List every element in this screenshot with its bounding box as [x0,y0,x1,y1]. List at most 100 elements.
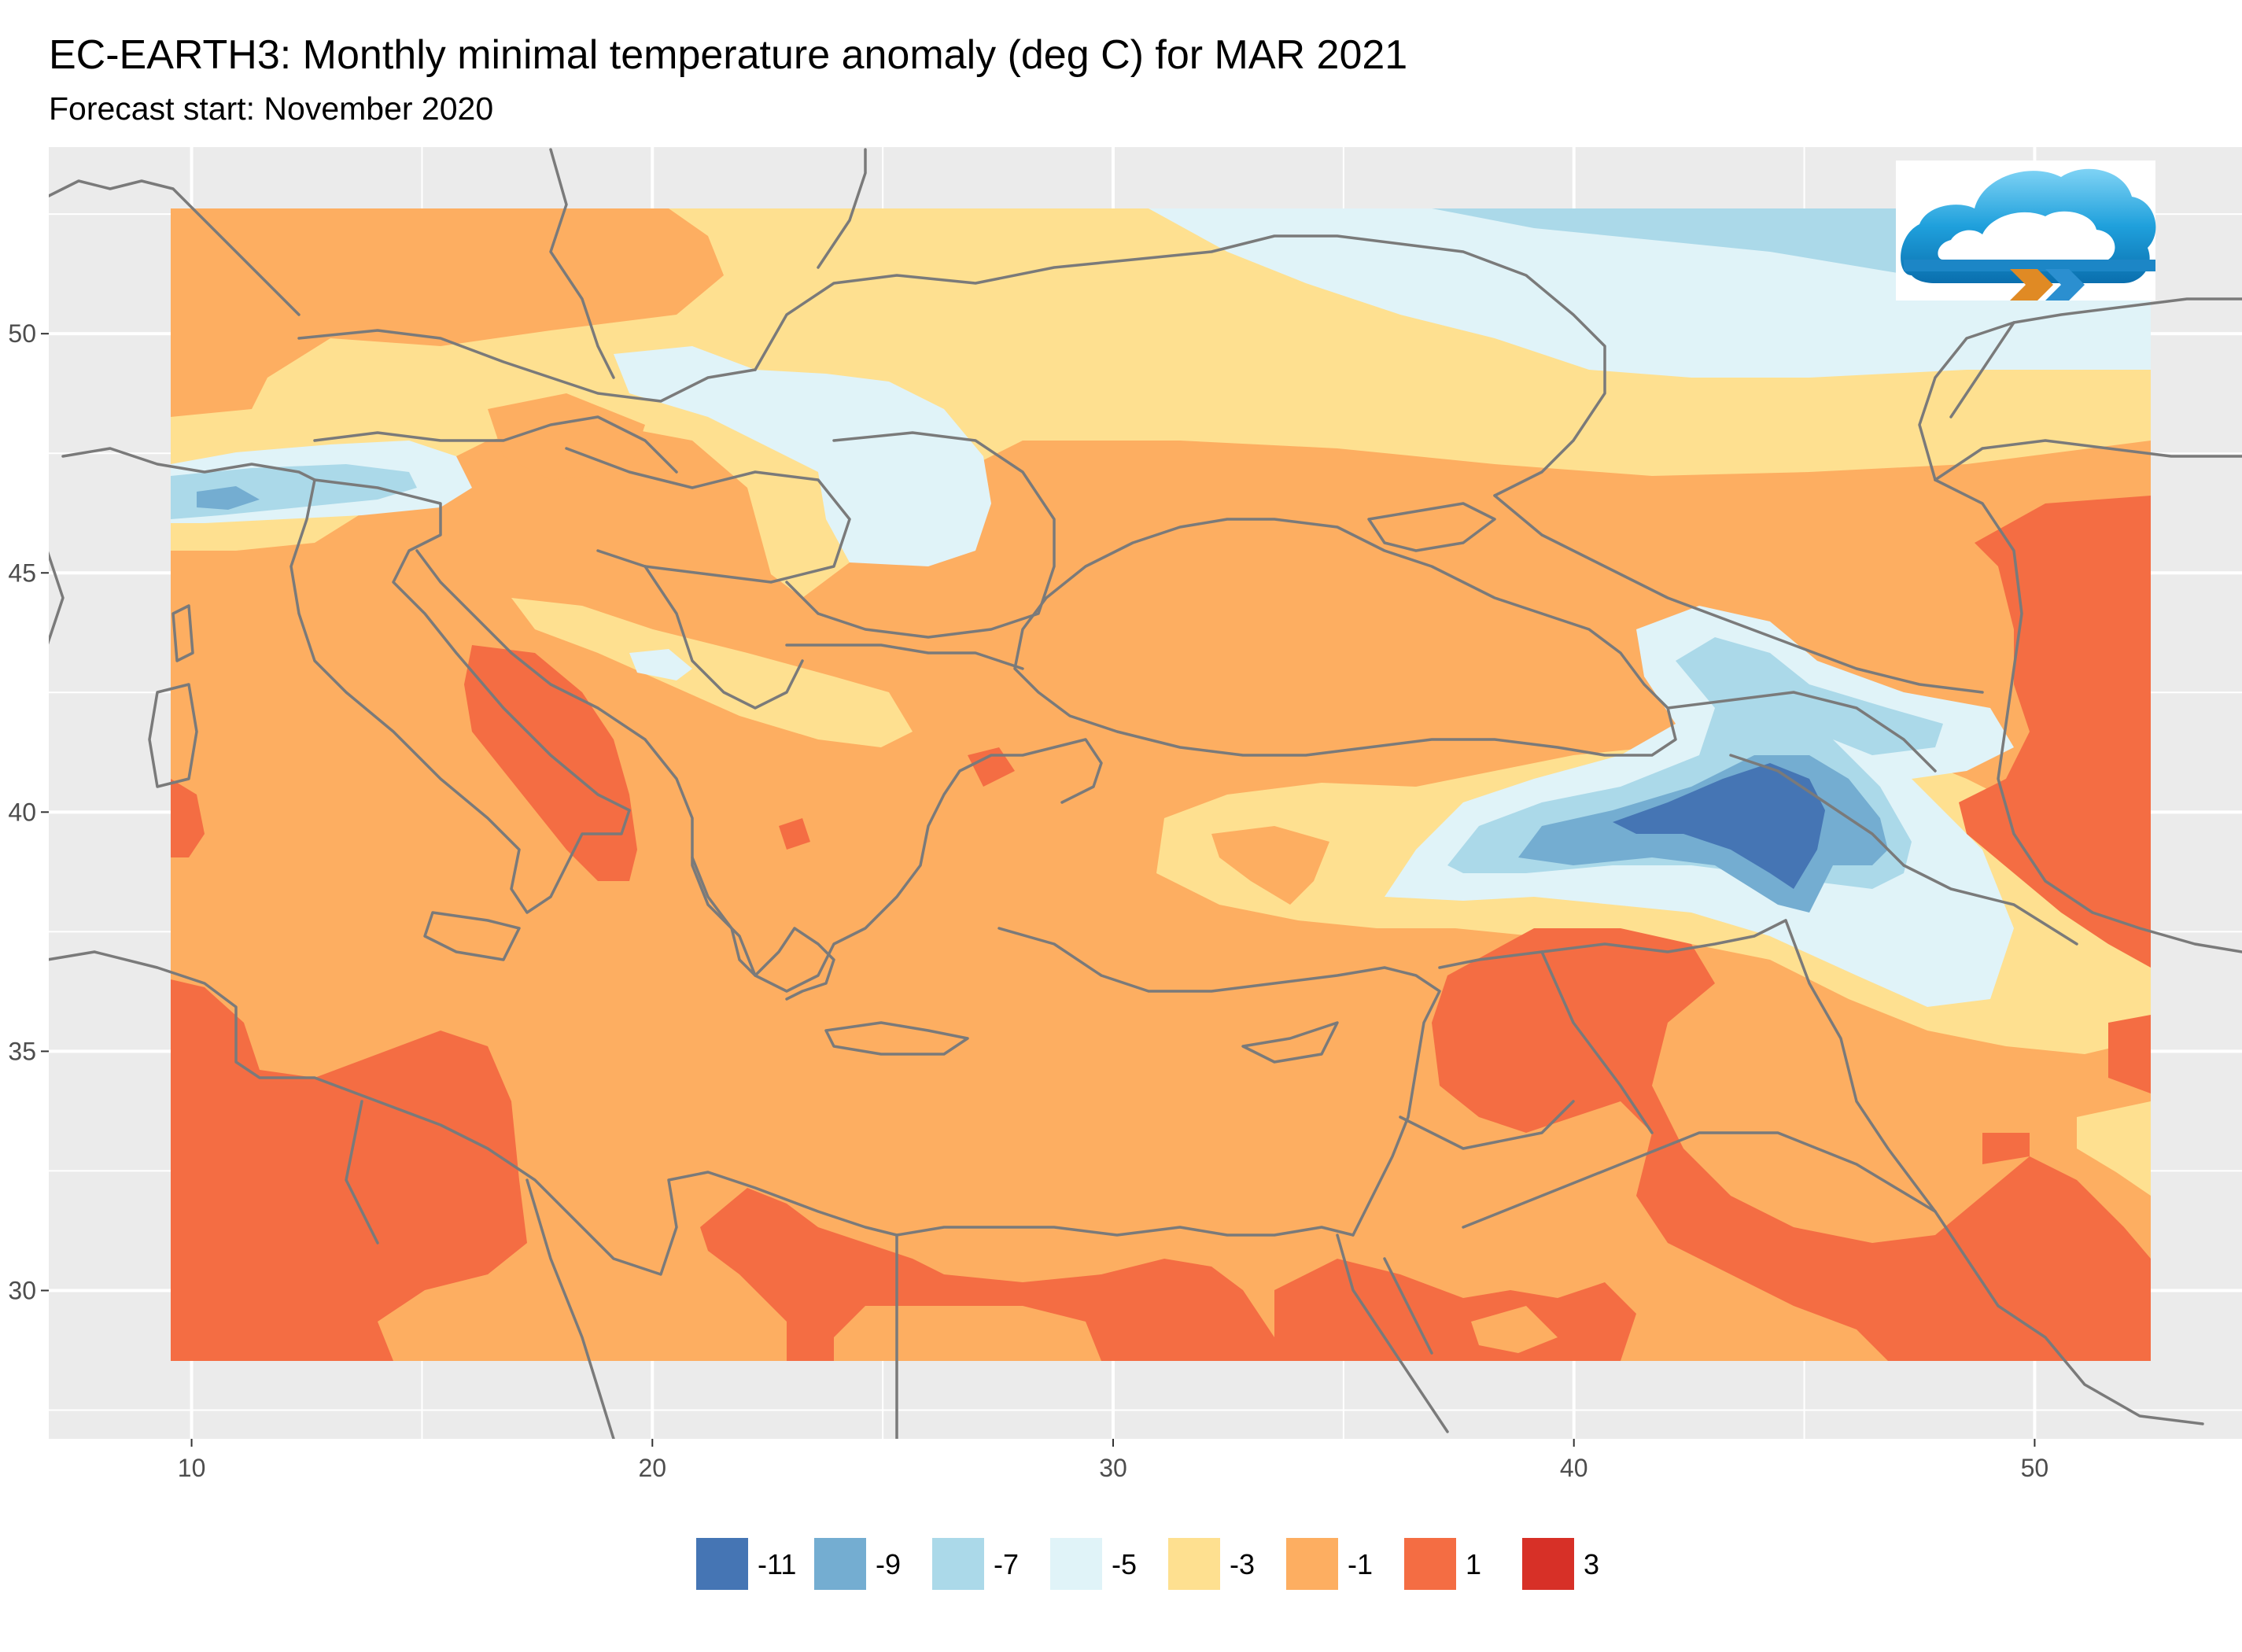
x-tick-label: 50 [2021,1454,2049,1482]
field-plus1-libya [700,1188,1274,1361]
field-plus1-epirus [779,818,810,850]
border-algeria-libya [525,1178,615,1439]
legend-label: -9 [876,1548,901,1580]
y-tick-label: 45 [8,559,36,587]
country-borders [49,148,2242,1439]
border-cyprus [1241,1021,1339,1064]
field-plus1-iran-west [2108,1015,2151,1093]
field-plus1-iran-south [1982,1133,2030,1164]
border-iran-iraq [1784,919,1937,1213]
border-germany-poland [549,148,615,379]
border-turkey-south [997,927,1441,1237]
legend-label: -5 [1112,1548,1137,1580]
legend-label: -1 [1348,1548,1373,1580]
border-serbia [643,565,804,710]
legend-label: -7 [994,1548,1019,1580]
border-corsica [171,604,194,662]
logo-arrow [2010,269,2053,301]
border-sicily [423,911,521,961]
border-gulf-aqaba [1383,1257,1433,1355]
cloud-logo-icon [1901,168,2156,301]
field-minus3-balkans [511,598,913,747]
x-tick-label: 10 [178,1454,206,1482]
border-black-sea [1013,518,1677,757]
border-turkey-east [1438,919,1787,969]
border-ukraine [754,234,1606,497]
logo [1896,160,2156,301]
border-north-africa-coast [49,950,1355,1276]
border-france-west [49,551,65,645]
border-jordan [1399,1100,1575,1150]
field-plus1-levant [1432,928,2151,1361]
legend-swatch [1168,1538,1220,1590]
border-caspian-north [1934,439,2242,481]
border-west-europe [49,179,301,316]
axis-ticks: 10 20 30 40 50 30 35 40 45 50 [8,319,2048,1482]
legend-swatch [1050,1538,1102,1590]
legend-label: -11 [758,1548,796,1580]
border-greece [691,856,835,1001]
anomaly-field [171,208,2151,1361]
border-syria-iraq [1540,950,1654,1134]
border-adriatic-coast [415,549,1103,993]
field-plus1-west-edge [171,779,205,857]
border-armenia [1729,754,1905,867]
border-iran-north [1902,864,2078,946]
field-minus1-nw-lobe [171,208,724,417]
x-tick-label: 20 [638,1454,666,1482]
y-tick-label: 50 [8,319,36,348]
border-russia-north-caucasus [1493,494,1984,694]
legend-label: 1 [1466,1548,1481,1580]
legend-swatch [1404,1538,1456,1590]
chart-subtitle: Forecast start: November 2020 [49,90,494,127]
border-hungary [565,447,851,584]
border-iraq-saudi [1462,1131,1937,1229]
field-plus1-caspian [1959,496,2151,968]
border-caspian [1934,478,2242,953]
field-minus3-gulf [2077,1101,2151,1196]
legend: -11 -9 -7 -5 -3 -1 1 3 [696,1538,1599,1590]
border-kazakh-east [1949,321,2015,419]
legend-swatch [814,1538,866,1590]
legend-label: -3 [1230,1548,1255,1580]
cloud-inner [1938,211,2115,260]
border-georgia [1666,691,1937,773]
x-tick-label: 30 [1099,1454,1127,1482]
field-minus1-nw-lobe2 [488,393,645,480]
border-sardinia [148,683,198,788]
field-minus9-alps [197,486,260,510]
field-plus1-italy [464,645,637,881]
border-belarus [817,148,867,269]
border-austria [313,415,678,474]
cloud-band [1904,260,2155,271]
chart-title: EC-EARTH3: Monthly minimal temperature a… [49,32,1408,78]
border-tunisia [345,1100,379,1245]
border-crete [824,1021,969,1056]
border-red-sea [1336,1233,1449,1433]
border-azov [1367,502,1496,552]
field-minus1-egypt-gap [1471,1306,1558,1353]
border-switzerland [61,447,316,481]
field-minus11-caucasus [1613,763,1825,889]
border-czech [297,329,757,403]
border-italy [289,478,631,914]
legend-swatch [1522,1538,1574,1590]
legend-swatch [932,1538,984,1590]
x-tick-label: 40 [1560,1454,1588,1482]
field-minus1-anatolia-lobe [1211,826,1329,905]
legend-label: 3 [1584,1548,1599,1580]
y-tick-label: 30 [8,1276,36,1304]
field-minus5-balkans [629,649,692,680]
y-tick-label: 40 [8,798,36,826]
border-romania [785,431,1056,639]
field-minus5-carpathian [614,346,991,566]
logo-arrow-blue [2045,269,2085,301]
y-tick-label: 35 [8,1037,36,1065]
legend-swatch [1286,1538,1338,1590]
border-bulgaria [785,643,1024,670]
border-persian-gulf [1934,1210,2204,1425]
field-plus1-aegean [968,747,1015,787]
legend-swatch [696,1538,748,1590]
